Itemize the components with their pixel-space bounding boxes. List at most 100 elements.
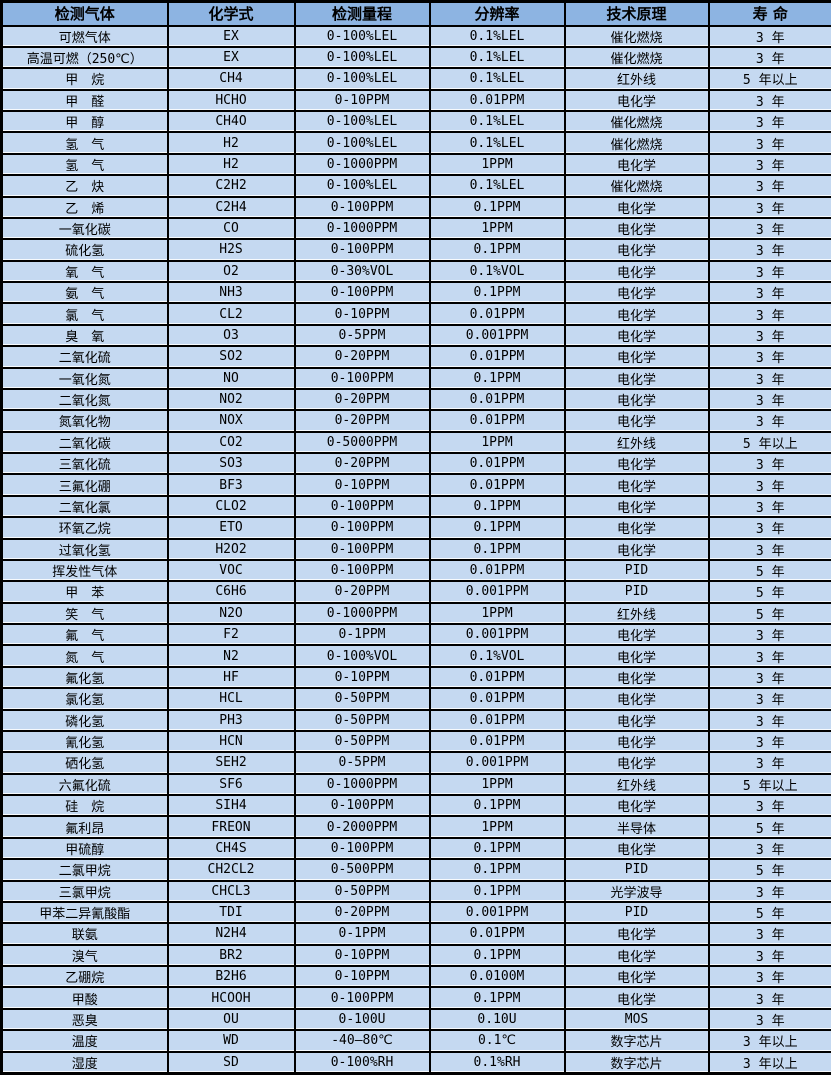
table-cell: 0.1℃: [428, 1029, 566, 1053]
table-cell: 0.01PPM: [428, 558, 566, 583]
table-cell: 5 年: [707, 858, 831, 882]
table-cell: 乙硼烷: [0, 964, 169, 989]
table-cell: 3 年: [707, 152, 831, 177]
table-cell: 二氧化氯: [0, 494, 169, 519]
table-cell: N2H4: [166, 922, 296, 946]
table-cell: 0-100PPM: [293, 366, 431, 390]
table-row: 甲酸 HCOOH 0-100PPM 0.1PPM 电化学 3 年: [0, 986, 831, 1010]
table-cell: 电化学: [563, 665, 710, 690]
table-cell: 0-10PPM: [293, 88, 431, 113]
table-cell: 电化学: [563, 238, 710, 262]
table-cell: 催化燃烧: [563, 24, 710, 48]
table-cell: 电化学: [563, 323, 710, 348]
table-cell: C2H2: [166, 174, 296, 198]
table-cell: 一氧化碳: [0, 216, 169, 241]
table-cell: 0.01PPM: [428, 302, 566, 326]
table-cell: 3 年: [707, 687, 831, 711]
table-cell: 0-100%LEL: [293, 174, 431, 198]
table-cell: WD: [166, 1029, 296, 1053]
table-cell: 甲硫醇: [0, 836, 169, 861]
table-cell: 0-100%LEL: [293, 24, 431, 48]
table-cell: SIH4: [166, 793, 296, 818]
table-cell: 电化学: [563, 451, 710, 476]
table-cell: 联氨: [0, 922, 169, 946]
table-cell: 0-100PPM: [293, 494, 431, 519]
table-cell: 3 年: [707, 387, 831, 412]
table-cell: 一氧化氮: [0, 366, 169, 390]
table-body: 可燃气体 EX 0-100%LEL 0.1%LEL 催化燃烧 3 年高温可燃（250℃） E…: [0, 24, 831, 1075]
table-row: 二氧化氯 CLO2 0-100PPM 0.1PPM 电化学 3 年: [0, 494, 831, 519]
table-cell: 0-100%LEL: [293, 131, 431, 155]
table-cell: 0-100PPM: [293, 516, 431, 540]
table-row: 高温可燃（250℃） EX 0-100%LEL 0.1%LEL 催化燃烧 3 年: [0, 45, 831, 70]
table-row: 甲硫醇 CH4S 0-100PPM 0.1PPM 电化学 3 年: [0, 836, 831, 861]
table-cell: 0-10PPM: [293, 665, 431, 690]
table-row: 甲 烷 CH4 0-100%LEL 0.1%LEL 红外线 5 年以上: [0, 67, 831, 91]
table-cell: 0.1PPM: [428, 195, 566, 219]
table-cell: 1PPM: [428, 216, 566, 241]
table-cell: 温度: [0, 1029, 169, 1053]
table-cell: 电化学: [563, 195, 710, 219]
table-row: 一氧化碳 CO 0-1000PPM 1PPM 电化学 3 年: [0, 216, 831, 241]
table-row: 氯 气 CL2 0-10PPM 0.01PPM 电化学 3 年: [0, 302, 831, 326]
table-cell: 3 年: [707, 345, 831, 369]
table-cell: 3 年: [707, 174, 831, 198]
table-cell: 1PPM: [428, 772, 566, 797]
table-cell: SEH2: [166, 751, 296, 775]
table-cell: 0.1PPM: [428, 879, 566, 903]
table-cell: 电化学: [563, 922, 710, 946]
table-cell: 0-50PPM: [293, 708, 431, 732]
table-cell: ETO: [166, 516, 296, 540]
table-cell: 0.1%RH: [428, 1050, 566, 1075]
table-cell: EX: [166, 24, 296, 48]
table-cell: 氮 气: [0, 644, 169, 668]
table-cell: 0-100%VOL: [293, 644, 431, 668]
table-cell: EX: [166, 45, 296, 70]
table-cell: 数字芯片: [563, 1050, 710, 1075]
table-cell: HCL: [166, 687, 296, 711]
table-cell: 5 年: [707, 580, 831, 604]
table-cell: 氟利昂: [0, 815, 169, 839]
table-row: 环氧乙烷 ETO 0-100PPM 0.1PPM 电化学 3 年: [0, 516, 831, 540]
column-header: 分辨率: [428, 0, 566, 27]
table-cell: CHCL3: [166, 879, 296, 903]
table-cell: 电化学: [563, 216, 710, 241]
table-row: 氢 气 H2 0-100%LEL 0.1%LEL 催化燃烧 3 年: [0, 131, 831, 155]
table-cell: 电化学: [563, 729, 710, 754]
table-cell: 3 年: [707, 366, 831, 390]
table-cell: 磷化氢: [0, 708, 169, 732]
table-cell: 甲 烷: [0, 67, 169, 91]
table-row: 磷化氢 PH3 0-50PPM 0.01PPM 电化学 3 年: [0, 708, 831, 732]
table-cell: 0.1PPM: [428, 858, 566, 882]
table-cell: 3 年: [707, 644, 831, 668]
table-cell: 3 年: [707, 280, 831, 305]
table-row: 氢 气 H2 0-1000PPM 1PPM 电化学 3 年: [0, 152, 831, 177]
table-row: 甲 醇 CH4O 0-100%LEL 0.1%LEL 催化燃烧 3 年: [0, 109, 831, 134]
table-cell: 二氧化碳: [0, 430, 169, 455]
table-row: 三氯甲烷 CHCL3 0-50PPM 0.1PPM 光学波导 3 年: [0, 879, 831, 903]
table-cell: 3 年: [707, 195, 831, 219]
table-cell: 氯 气: [0, 302, 169, 326]
table-cell: 环氧乙烷: [0, 516, 169, 540]
table-cell: H2S: [166, 238, 296, 262]
table-cell: SF6: [166, 772, 296, 797]
table-cell: 0.01PPM: [428, 922, 566, 946]
table-cell: 0-100PPM: [293, 986, 431, 1010]
table-cell: CH4S: [166, 836, 296, 861]
column-header: 寿 命: [707, 0, 831, 27]
table-cell: 红外线: [563, 601, 710, 626]
table-cell: HCN: [166, 729, 296, 754]
table-row: 一氧化氮 NO 0-100PPM 0.1PPM 电化学 3 年: [0, 366, 831, 390]
table-cell: 3 年: [707, 88, 831, 113]
table-row: 氮 气 N2 0-100%VOL 0.1%VOL 电化学 3 年: [0, 644, 831, 668]
column-header: 化学式: [166, 0, 296, 27]
table-cell: 0-100%LEL: [293, 109, 431, 134]
table-cell: FREON: [166, 815, 296, 839]
table-cell: 溴气: [0, 943, 169, 968]
table-cell: 0.1PPM: [428, 537, 566, 561]
table-cell: 挥发性气体: [0, 558, 169, 583]
table-cell: 0-30%VOL: [293, 259, 431, 284]
table-cell: 过氧化氢: [0, 537, 169, 561]
table-cell: 电化学: [563, 751, 710, 775]
table-cell: 0-100%RH: [293, 1050, 431, 1075]
